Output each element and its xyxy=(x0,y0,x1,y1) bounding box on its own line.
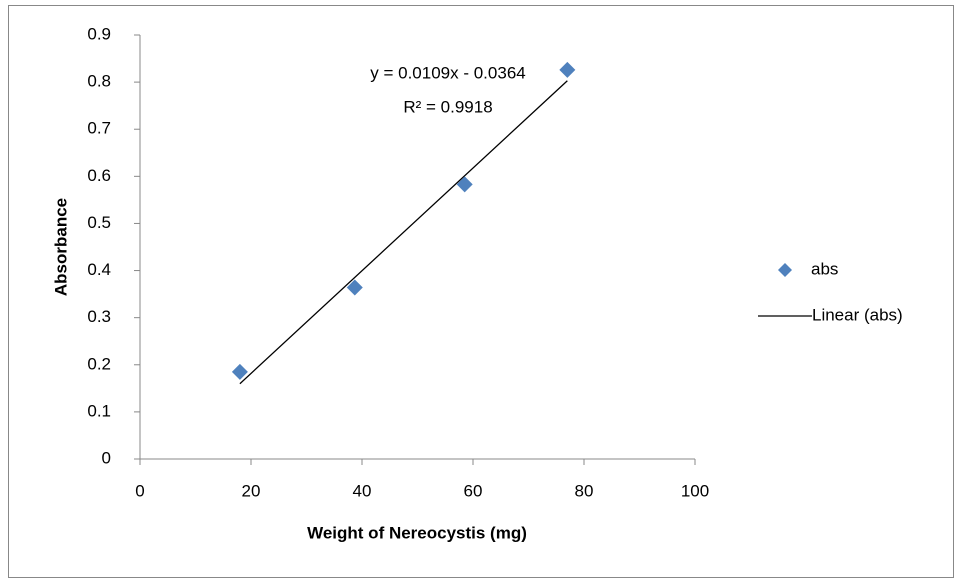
trendline xyxy=(239,80,568,385)
y-tick-label: 0.6 xyxy=(87,166,111,185)
x-tick-label: 80 xyxy=(575,481,594,500)
y-tick-label: 0.2 xyxy=(87,354,111,373)
legend-label: abs xyxy=(811,259,838,278)
chart-border xyxy=(8,5,954,578)
legend-label: Linear (abs) xyxy=(812,305,903,324)
trendline-r2: R² = 0.9918 xyxy=(403,97,492,116)
y-tick-label: 0.9 xyxy=(87,24,111,43)
legend-marker xyxy=(778,263,792,277)
trendline-equation: y = 0.0109x - 0.0364 xyxy=(370,63,525,82)
data-point xyxy=(456,176,473,193)
data-point xyxy=(559,61,576,78)
y-tick-label: 0.8 xyxy=(87,72,111,91)
y-tick-label: 0.5 xyxy=(87,213,111,232)
x-tick-label: 0 xyxy=(135,481,144,500)
y-tick-label: 0.4 xyxy=(87,260,111,279)
y-axis-title: Absorbance xyxy=(51,198,70,296)
y-tick-label: 0.1 xyxy=(87,401,111,420)
x-tick-label: 40 xyxy=(353,481,372,500)
x-tick-label: 60 xyxy=(464,481,483,500)
x-tick-label: 100 xyxy=(681,481,709,500)
y-tick-label: 0.3 xyxy=(87,307,111,326)
y-tick-label: 0 xyxy=(102,448,111,467)
data-point xyxy=(346,279,363,296)
x-axis-title: Weight of Nereocystis (mg) xyxy=(307,523,527,542)
y-tick-label: 0.7 xyxy=(87,119,111,138)
data-point xyxy=(231,363,248,380)
x-tick-label: 20 xyxy=(242,481,261,500)
